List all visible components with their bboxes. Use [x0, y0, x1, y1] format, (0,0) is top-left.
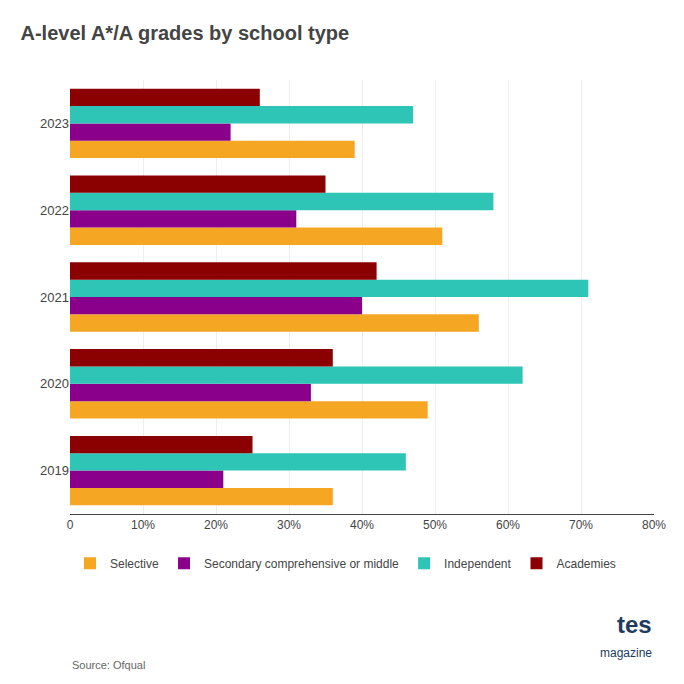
svg-text:Selective: Selective: [110, 557, 159, 571]
svg-text:2019: 2019: [40, 463, 69, 478]
svg-text:2022: 2022: [40, 203, 69, 218]
svg-text:20%: 20%: [204, 518, 228, 532]
svg-text:0: 0: [67, 518, 74, 532]
svg-text:Secondary comprehensive or mid: Secondary comprehensive or middle: [204, 557, 399, 571]
svg-text:2023: 2023: [40, 116, 69, 131]
svg-text:80%: 80%: [642, 518, 666, 532]
svg-text:Academies: Academies: [557, 557, 616, 571]
svg-text:10%: 10%: [131, 518, 155, 532]
svg-text:2021: 2021: [40, 290, 69, 305]
svg-text:Source: Ofqual: Source: Ofqual: [72, 659, 145, 671]
svg-text:Independent: Independent: [444, 557, 511, 571]
svg-text:30%: 30%: [277, 518, 301, 532]
svg-text:60%: 60%: [496, 518, 520, 532]
svg-text:2020: 2020: [40, 376, 69, 391]
svg-text:70%: 70%: [569, 518, 593, 532]
svg-text:40%: 40%: [350, 518, 374, 532]
svg-text:50%: 50%: [423, 518, 447, 532]
svg-text:magazine: magazine: [600, 646, 652, 660]
svg-text:tes: tes: [617, 611, 652, 638]
svg-text:A-level A*/A grades by school: A-level A*/A grades by school type: [21, 22, 350, 44]
